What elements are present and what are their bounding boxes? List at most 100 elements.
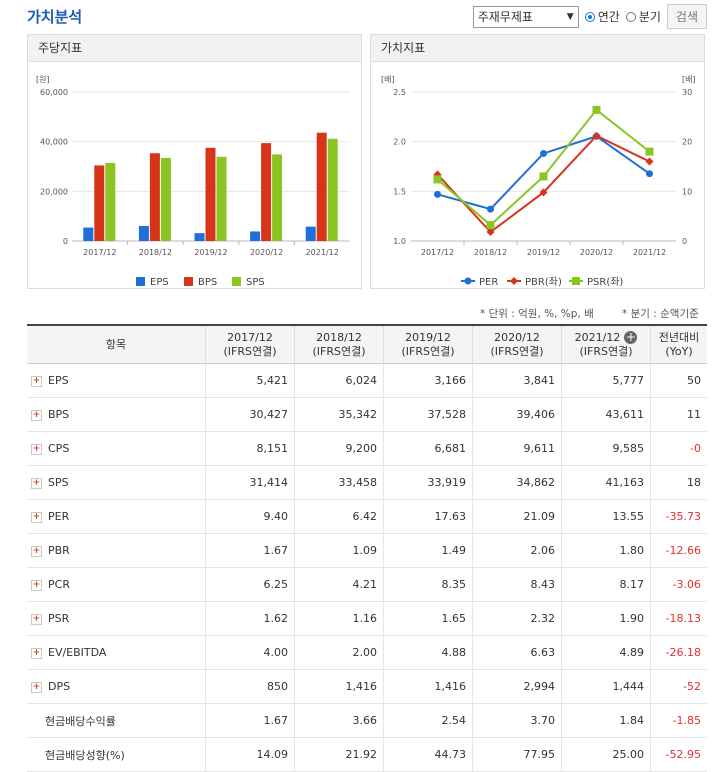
table-cell: 1.67: [205, 533, 295, 568]
per-share-panel-title: 주당지표: [28, 35, 361, 62]
row-label-cell[interactable]: + EV/EBITDA: [27, 635, 206, 670]
search-button[interactable]: 검색: [666, 4, 707, 29]
bar-sps: [327, 138, 338, 241]
table-cell: 9,200: [294, 431, 384, 466]
expand-row-icon[interactable]: +: [31, 545, 42, 557]
header-sub: (IFRS연결): [312, 344, 366, 358]
radio-annual[interactable]: 연간: [584, 8, 620, 25]
bar-bps: [205, 147, 216, 241]
data-point-square: [486, 221, 495, 230]
header-year: 2017/12: [227, 330, 273, 344]
y-tick-label-left: 1.0: [393, 237, 406, 246]
expand-row-icon[interactable]: +: [31, 443, 42, 455]
header-col: 2017/12 (IFRS연결): [205, 325, 295, 364]
table-cell: 9,585: [561, 431, 651, 466]
expand-row-icon[interactable]: +: [31, 511, 42, 523]
expand-columns-icon[interactable]: +: [624, 329, 638, 344]
radio-quarter-label: 분기: [638, 10, 661, 24]
per-share-panel: 주당지표 [원] 0 20,000 40,000 60,000 2017/12 2018/1…: [27, 34, 362, 289]
y-tick-label-right: 30: [682, 88, 692, 97]
radio-quarter[interactable]: 분기: [625, 8, 661, 25]
table-cell: 6.42: [294, 499, 384, 534]
row-label: CPS: [48, 442, 70, 455]
table-cell: 2,994: [472, 669, 562, 704]
expand-row-icon[interactable]: +: [31, 647, 42, 659]
row-label-cell[interactable]: + SPS: [27, 465, 206, 500]
table-row: + PER 9.40 6.42 17.63 21.09 13.55 -35.73: [27, 499, 707, 534]
table-row: 현금배당수익률 1.67 3.66 2.54 3.70 1.84 -1.85: [27, 703, 707, 738]
row-label: BPS: [48, 408, 70, 421]
y-tick-label: 20,000: [40, 187, 68, 196]
table-cell: 4.00: [205, 635, 295, 670]
expand-row-icon[interactable]: +: [31, 375, 42, 387]
expand-row-icon[interactable]: +: [31, 681, 42, 693]
radio-quarter-dot[interactable]: [625, 11, 636, 22]
table-cell: 39,406: [472, 397, 562, 432]
x-tick-label: 2021/12: [306, 248, 339, 257]
x-tick-label: 2017/12: [83, 248, 116, 257]
table-cell: 1,416: [294, 669, 384, 704]
y-tick-label: 40,000: [40, 138, 68, 147]
y-tick-label-left: 1.5: [393, 187, 406, 196]
row-label: PBR: [48, 544, 70, 557]
table-cell: 1.09: [294, 533, 384, 568]
table-cell: 6.63: [472, 635, 562, 670]
table-row: + CPS 8,151 9,200 6,681 9,611 9,585 -0: [27, 431, 707, 466]
row-label-cell[interactable]: + PBR: [27, 533, 206, 568]
table-cell: 5,777: [561, 363, 651, 398]
row-label-cell[interactable]: + PCR: [27, 567, 206, 602]
expand-row-icon[interactable]: +: [31, 613, 42, 625]
bar-eps: [305, 226, 316, 241]
legend-label: PER: [479, 277, 498, 288]
table-header-row: 항목 2017/12 (IFRS연결) 2018/12 (IFRS연결) 2019/…: [27, 325, 707, 364]
expand-row-icon[interactable]: +: [31, 579, 42, 591]
table-cell: 1.16: [294, 601, 384, 636]
bar-sps: [160, 157, 171, 241]
header-col: 2018/12 (IFRS연결): [294, 325, 384, 364]
table-cell: 4.21: [294, 567, 384, 602]
row-label-cell[interactable]: + BPS: [27, 397, 206, 432]
row-label-cell[interactable]: + PSR: [27, 601, 206, 636]
header-yoy-sub: (YoY): [665, 344, 693, 358]
legend-swatch: [232, 277, 241, 286]
table-cell: 6,681: [383, 431, 473, 466]
table-cell: 1.65: [383, 601, 473, 636]
bar-sps: [105, 162, 116, 241]
row-label-cell[interactable]: + PER: [27, 499, 206, 534]
table-cell: 8.17: [561, 567, 651, 602]
header-sub: (IFRS연결): [223, 344, 277, 358]
bar-bps: [316, 132, 327, 241]
row-label-cell[interactable]: + CPS: [27, 431, 206, 466]
legend-label: EPS: [150, 277, 169, 288]
data-point-diamond: [486, 228, 495, 237]
row-label: PCR: [48, 578, 70, 591]
header-col: 2020/12 (IFRS연결): [472, 325, 562, 364]
row-label-cell[interactable]: + EPS: [27, 363, 206, 398]
data-point-square: [433, 175, 442, 184]
bar-sps: [272, 154, 283, 241]
data-point-square: [592, 105, 601, 114]
data-point-square: [539, 172, 548, 181]
table-cell: 43,611: [561, 397, 651, 432]
y-tick-label-right: 20: [682, 138, 692, 147]
expand-row-icon[interactable]: +: [31, 477, 42, 489]
yoy-cell: 50: [650, 363, 707, 398]
yoy-cell: -35.73: [650, 499, 707, 534]
yoy-cell: -12.66: [650, 533, 707, 568]
per-share-chart: [원] 0 20,000 40,000 60,000 2017/12 2018/12 2019…: [36, 75, 350, 288]
row-label-cell[interactable]: + DPS: [27, 669, 206, 704]
unit-note: * 단위 : 억원, %, %p, 배: [480, 308, 594, 320]
table-cell: 8,151: [205, 431, 295, 466]
y-tick-label-right: 10: [682, 187, 692, 196]
table-cell: 30,427: [205, 397, 295, 432]
y-tick-label-left: 2.0: [393, 138, 406, 147]
table-cell: 1.67: [205, 703, 295, 738]
header-sub: (IFRS연결): [401, 344, 455, 358]
expand-row-icon[interactable]: +: [31, 409, 42, 421]
radio-annual-dot[interactable]: [584, 11, 595, 22]
x-tick-label: 2020/12: [250, 248, 283, 257]
table-cell: 3,166: [383, 363, 473, 398]
statement-select[interactable]: 주재무제표 ▼: [472, 5, 579, 28]
x-tick-label: 2018/12: [474, 248, 507, 257]
chevron-down-icon: ▼: [566, 11, 574, 22]
